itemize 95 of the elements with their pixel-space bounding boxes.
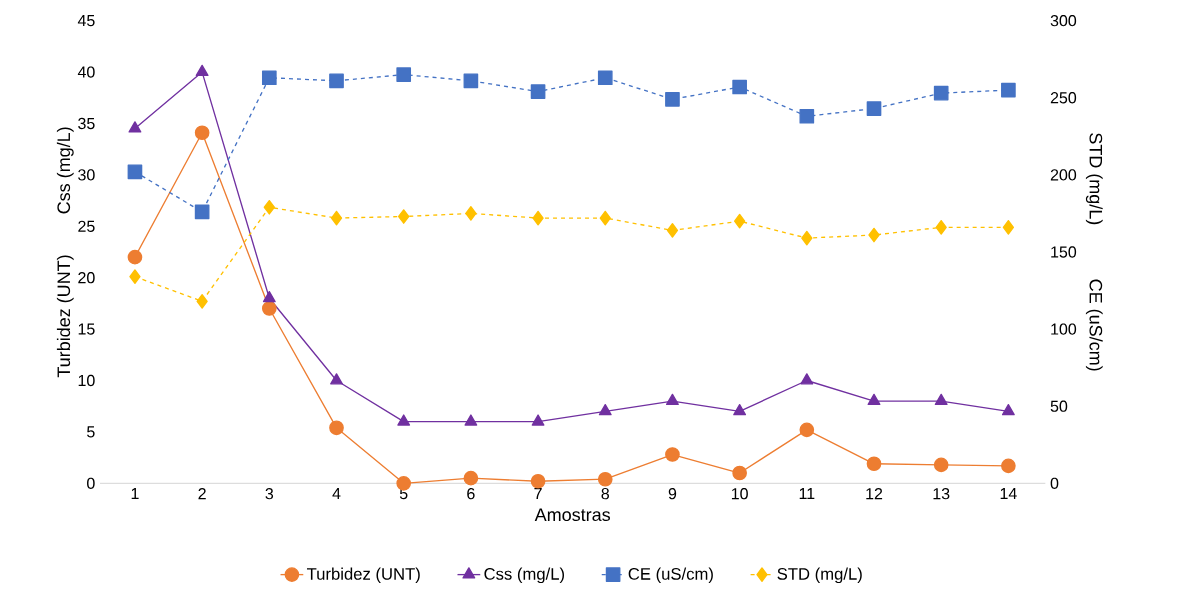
- text: CE (uS/cm): [1085, 279, 1103, 371]
- point: [330, 373, 343, 385]
- point: [732, 79, 747, 95]
- text: Css (mg/L): [56, 127, 74, 214]
- point: [262, 290, 276, 303]
- point: [194, 125, 210, 141]
- point: [733, 213, 746, 229]
- y-tick-label: 45: [77, 15, 95, 27]
- point: [666, 223, 679, 238]
- point: [196, 294, 208, 309]
- y-tick-label: 10: [78, 374, 95, 387]
- y2-tick-label: 50: [1050, 400, 1068, 412]
- x-tick-label: 12: [866, 488, 883, 500]
- y-tick-label: 20: [78, 272, 95, 284]
- point: [263, 199, 275, 215]
- point: [935, 219, 947, 235]
- point: [463, 470, 479, 486]
- point: [463, 73, 479, 89]
- point: [329, 73, 344, 89]
- point: [866, 456, 882, 472]
- point: [531, 414, 545, 426]
- y2-tick-label: 0: [1050, 477, 1059, 489]
- point: [934, 393, 948, 406]
- point: [129, 269, 141, 284]
- point: [127, 164, 143, 180]
- point: [397, 414, 411, 426]
- y-tick-label: 35: [78, 117, 95, 130]
- point: [801, 230, 813, 246]
- point: [733, 404, 747, 416]
- y-tick-label: 40: [77, 66, 95, 78]
- point: [799, 108, 815, 124]
- point: [597, 70, 613, 86]
- point: [329, 420, 344, 436]
- y2-tick-label: 100: [1051, 323, 1077, 335]
- y2-tick-label: 300: [1050, 15, 1077, 27]
- y-tick-label: 15: [78, 323, 95, 335]
- point: [396, 475, 412, 491]
- point: [665, 91, 680, 107]
- point: [933, 85, 949, 101]
- point: [868, 227, 880, 243]
- x-tick-label: 14: [1000, 488, 1017, 500]
- y2-tick-label: 150: [1051, 246, 1077, 258]
- y2-tick-label: 250: [1050, 92, 1077, 104]
- x-tick-label: 2: [198, 488, 206, 500]
- point: [261, 301, 277, 316]
- x-tick-label: 4: [332, 488, 341, 500]
- x-tick-label: 7: [534, 488, 542, 500]
- point: [732, 465, 747, 481]
- point: [1001, 404, 1015, 416]
- point: [396, 67, 412, 82]
- point: [330, 210, 343, 226]
- x-tick-label: 3: [265, 488, 274, 500]
- x-tick-label: 6: [467, 488, 475, 500]
- x-tick-label: 1: [131, 488, 139, 500]
- legend-label: Css (mg/L): [484, 567, 565, 584]
- point: [665, 447, 680, 462]
- point: [464, 414, 478, 426]
- point: [1001, 82, 1016, 98]
- point: [867, 393, 881, 406]
- text: STD (mg/L): [1085, 133, 1103, 225]
- y-tick-label: 0: [87, 477, 95, 489]
- point: [398, 209, 410, 224]
- x-tick-label: 8: [601, 488, 610, 500]
- point: [933, 457, 949, 473]
- point: [1002, 219, 1015, 235]
- legend-label: Turbidez (UNT): [306, 567, 420, 584]
- point: [532, 210, 544, 226]
- point: [800, 373, 814, 385]
- y-tick-label: 5: [87, 426, 95, 438]
- x-tick-label: 11: [799, 488, 815, 500]
- text: Turbidez (UNT): [56, 255, 74, 378]
- y-tick-label: 25: [78, 220, 95, 232]
- point: [598, 404, 612, 416]
- point: [1001, 458, 1016, 474]
- point: [799, 422, 815, 438]
- point: [530, 84, 546, 99]
- y-tick-label: 30: [78, 169, 95, 181]
- x-tick-label: 10: [731, 488, 748, 500]
- legend-label: STD (mg/L): [777, 567, 862, 584]
- point: [530, 473, 546, 489]
- x-tick-label: 9: [668, 488, 677, 500]
- x-axis-title: Amostras: [534, 508, 611, 522]
- point: [599, 210, 611, 226]
- point: [128, 121, 142, 133]
- point: [666, 393, 679, 406]
- point: [194, 204, 210, 220]
- y2-tick-label: 200: [1050, 169, 1077, 181]
- point: [195, 64, 209, 77]
- x-tick-label: 13: [933, 488, 950, 500]
- point: [597, 471, 613, 487]
- point: [866, 101, 882, 116]
- point: [261, 70, 277, 86]
- point: [127, 249, 143, 265]
- point: [465, 206, 477, 221]
- legend-label: CE (uS/cm): [628, 567, 713, 584]
